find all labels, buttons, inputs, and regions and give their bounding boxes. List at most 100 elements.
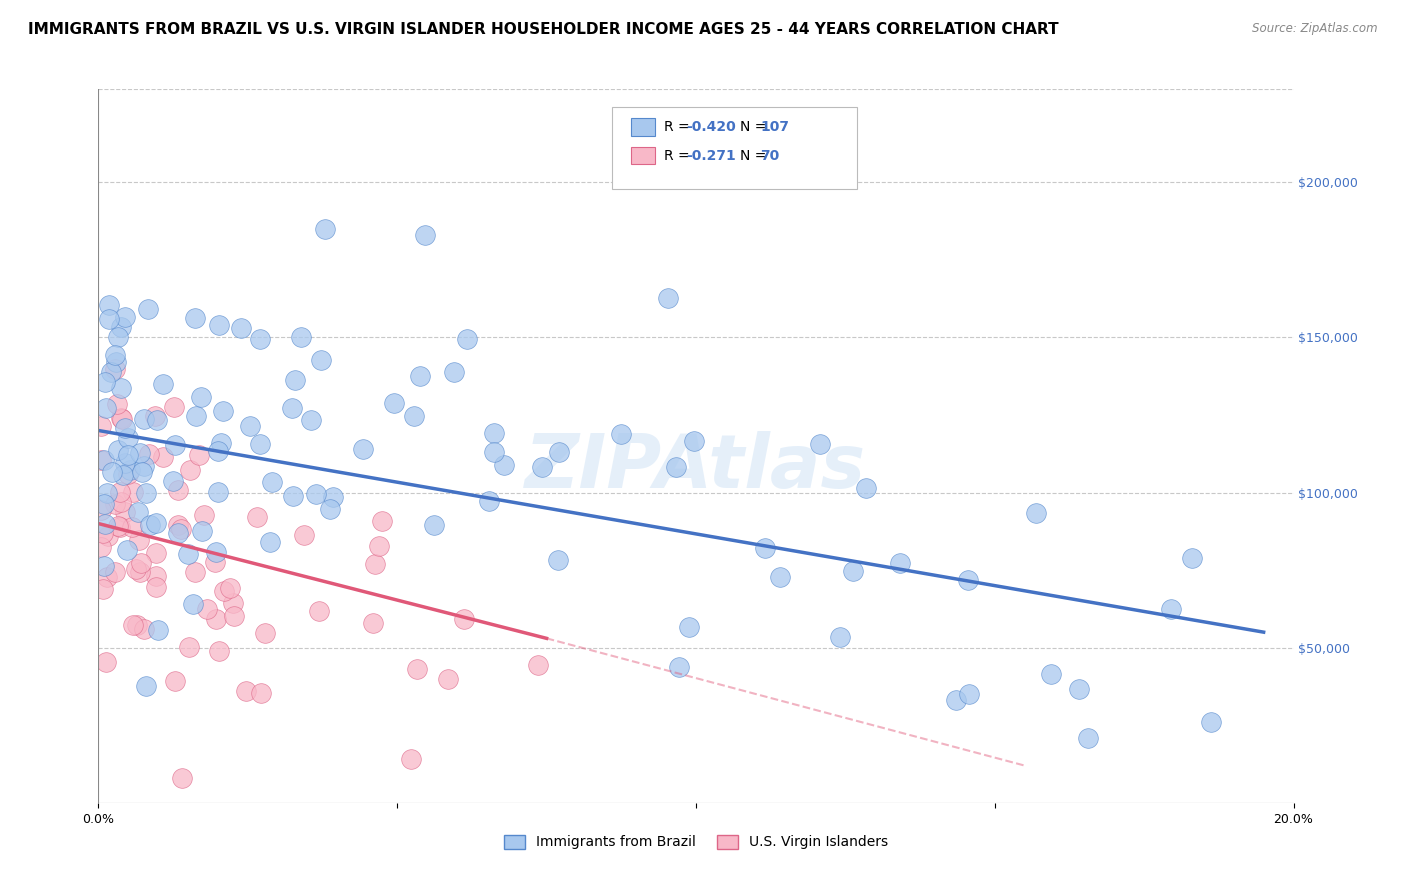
Point: [107, 519, 129, 533]
Point: [222, 608, 245, 623]
Point: [195, 601, 218, 615]
Point: [665, 460, 688, 475]
Point: [290, 329, 312, 343]
Point: [163, 438, 186, 452]
Point: [121, 484, 143, 499]
Point: [104, 497, 127, 511]
Point: [128, 533, 150, 547]
Point: [110, 411, 132, 425]
Point: [145, 569, 167, 583]
Point: [117, 448, 139, 462]
Point: [172, 771, 194, 785]
Point: [281, 489, 304, 503]
Point: [527, 658, 550, 673]
Point: [219, 581, 242, 595]
Point: [482, 426, 505, 441]
Point: [754, 541, 776, 555]
Point: [145, 516, 167, 531]
Point: [208, 318, 231, 332]
Point: [129, 557, 152, 571]
Point: [93, 453, 115, 467]
Point: [135, 485, 157, 500]
Point: [128, 565, 150, 579]
Point: [1025, 507, 1047, 521]
Point: [104, 362, 127, 376]
Point: [135, 679, 157, 693]
Point: [609, 427, 631, 442]
Point: [443, 365, 465, 379]
Point: [191, 524, 214, 539]
Point: [367, 539, 389, 553]
Point: [222, 596, 245, 610]
Point: [437, 672, 460, 686]
Point: [1069, 682, 1091, 697]
Point: [204, 555, 226, 569]
Point: [186, 409, 208, 423]
Point: [96, 401, 118, 415]
Point: [90, 503, 112, 517]
Point: [259, 535, 281, 549]
Text: 70: 70: [761, 149, 780, 162]
Point: [657, 291, 679, 305]
Point: [1181, 550, 1204, 565]
Point: [93, 375, 115, 389]
Point: [118, 463, 141, 477]
Point: [100, 365, 122, 379]
FancyBboxPatch shape: [631, 147, 655, 164]
Point: [205, 545, 228, 559]
Text: N =: N =: [740, 120, 770, 134]
Text: R =: R =: [664, 120, 693, 134]
Point: [138, 447, 160, 461]
Point: [117, 467, 139, 481]
Point: [1040, 666, 1063, 681]
Point: [145, 546, 167, 560]
Point: [304, 487, 326, 501]
Legend: Immigrants from Brazil, U.S. Virgin Islanders: Immigrants from Brazil, U.S. Virgin Isla…: [505, 835, 887, 849]
Point: [260, 475, 283, 489]
Text: 107: 107: [761, 120, 790, 134]
Point: [494, 458, 516, 472]
Text: ZIPAtlas: ZIPAtlas: [526, 431, 866, 504]
Point: [179, 640, 201, 655]
Point: [828, 630, 851, 644]
Point: [668, 660, 690, 674]
Point: [122, 618, 145, 632]
Point: [131, 465, 153, 479]
Point: [322, 490, 344, 504]
FancyBboxPatch shape: [631, 119, 655, 136]
Point: [127, 618, 149, 632]
Point: [855, 481, 877, 495]
Point: [110, 319, 132, 334]
Point: [145, 580, 167, 594]
Point: [246, 509, 269, 524]
Point: [91, 525, 114, 540]
Point: [132, 622, 155, 636]
Point: [249, 436, 271, 450]
Point: [170, 522, 193, 536]
Point: [162, 474, 184, 488]
Text: -0.420: -0.420: [686, 120, 737, 134]
Point: [352, 442, 374, 457]
Point: [114, 421, 136, 435]
Point: [101, 465, 124, 479]
Text: IMMIGRANTS FROM BRAZIL VS U.S. VIRGIN ISLANDER HOUSEHOLDER INCOME AGES 25 - 44 Y: IMMIGRANTS FROM BRAZIL VS U.S. VIRGIN IS…: [28, 22, 1059, 37]
Point: [115, 542, 138, 557]
Point: [108, 484, 131, 499]
Point: [166, 517, 188, 532]
Point: [163, 673, 186, 688]
Point: [945, 692, 967, 706]
Point: [1160, 602, 1182, 616]
Point: [284, 373, 307, 387]
Point: [136, 301, 159, 316]
Point: [107, 330, 129, 344]
Point: [361, 615, 384, 630]
Point: [239, 419, 262, 434]
Point: [401, 752, 423, 766]
Point: [97, 312, 120, 326]
Point: [254, 625, 277, 640]
Point: [1199, 715, 1222, 730]
Point: [184, 566, 207, 580]
Point: [179, 463, 201, 477]
FancyBboxPatch shape: [613, 107, 858, 189]
Point: [152, 377, 174, 392]
